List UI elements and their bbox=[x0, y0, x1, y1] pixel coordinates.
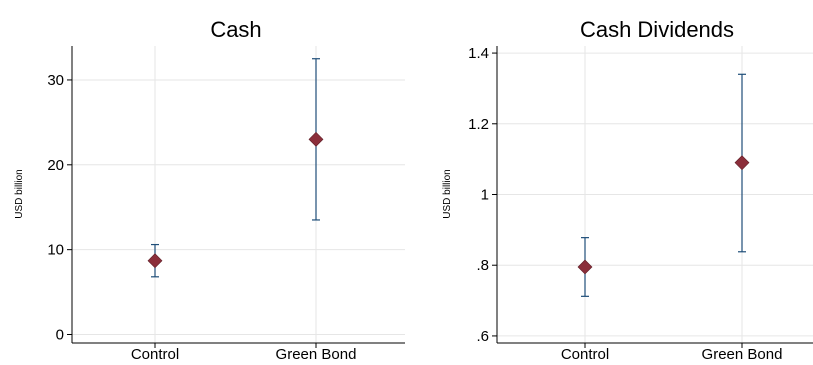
chart-panel-1: 0 10 20 30 Control Green Bond Cash USD billion bbox=[14, 17, 405, 363]
x-tick-label: Green Bond bbox=[702, 346, 783, 360]
y-tick-label: 1.4 bbox=[468, 45, 489, 62]
point-marker bbox=[577, 259, 593, 275]
point-marker bbox=[734, 155, 750, 171]
x-tick-label: Green Bond bbox=[276, 346, 357, 360]
y-tick-label: .8 bbox=[476, 257, 489, 274]
y-tick-label: .6 bbox=[476, 328, 489, 345]
y-tick-label: 1 bbox=[481, 187, 489, 204]
y-tick-label: 10 bbox=[47, 242, 64, 259]
y-tick-label: 20 bbox=[47, 157, 64, 174]
chart-title: Cash bbox=[210, 17, 261, 42]
point-marker bbox=[308, 131, 324, 147]
point-marker bbox=[147, 253, 163, 269]
y-tick-label: 30 bbox=[47, 72, 64, 89]
chart-panel-2: .6 .8 1 1.2 1.4 Control Green Bond Cash Dividen… bbox=[442, 17, 813, 363]
x-tick-label: Control bbox=[561, 346, 609, 360]
chart-title: Cash Dividends bbox=[580, 17, 734, 42]
x-tick-label: Control bbox=[131, 346, 179, 360]
y-axis-label: USD billion bbox=[14, 169, 25, 218]
y-tick-label: 0 bbox=[56, 327, 64, 344]
y-axis-label: USD billion bbox=[442, 169, 453, 218]
y-tick-label: 1.2 bbox=[468, 116, 489, 133]
